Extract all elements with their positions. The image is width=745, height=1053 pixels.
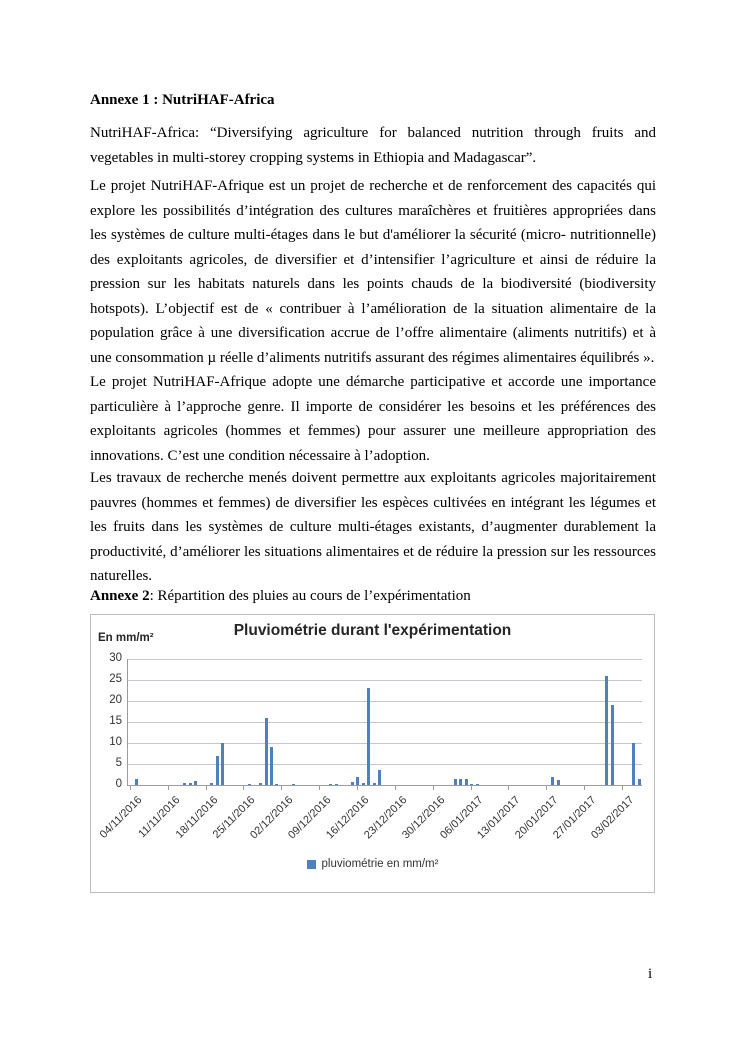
page-number: i xyxy=(648,966,653,982)
annexe2-heading-bold: Annexe 2 xyxy=(90,588,150,604)
annexe2-heading: Annexe 2: Répartition des pluies au cour… xyxy=(90,584,656,609)
annexe1-heading: Annexe 1 : NutriHAF-Africa xyxy=(90,92,275,108)
x-tick-label-04/11/2016: 04/11/2016 xyxy=(97,794,145,841)
rain-bar-16/11/2016 xyxy=(194,780,198,785)
chart-y-axis-unit-label: En mm/m² xyxy=(98,632,154,644)
rainfall-chart: Pluviométrie durant l'expérimentation En… xyxy=(90,614,655,893)
rain-bar-20/12/2016 xyxy=(378,770,382,785)
rain-bar-11/12/2016 xyxy=(329,783,333,785)
rain-bar-19/11/2016 xyxy=(210,782,214,785)
rain-bar-04/01/2017 xyxy=(459,778,463,785)
x-tick-mark-06/01/2017 xyxy=(470,786,472,790)
rain-bar-21/11/2016 xyxy=(221,743,225,785)
rain-bar-31/01/2017 xyxy=(605,675,609,785)
chart-plot-area xyxy=(127,659,642,786)
rain-bar-15/11/2016 xyxy=(188,782,192,785)
rain-bar-19/12/2016 xyxy=(372,782,376,785)
rain-bar-17/12/2016 xyxy=(361,782,365,785)
gridline-y-15 xyxy=(128,722,642,723)
paragraph-research-goals: Les travaux de recherche menés doivent p… xyxy=(90,470,656,584)
rain-bar-20/11/2016 xyxy=(215,755,219,785)
rain-bar-06/01/2017 xyxy=(470,783,474,785)
y-tick-label-15: 15 xyxy=(109,715,122,727)
x-tick-mark-20/01/2017 xyxy=(546,786,548,790)
legend-label: pluviométrie en mm/m² xyxy=(321,858,439,870)
rain-bar-18/12/2016 xyxy=(367,688,371,785)
paragraph-participative-approach: Le projet NutriHAF-Afrique adopte une dé… xyxy=(90,374,656,464)
y-tick-label-5: 5 xyxy=(115,757,122,769)
x-tick-mark-11/11/2016 xyxy=(167,786,169,790)
gridline-y-25 xyxy=(128,680,642,681)
rain-bar-04/12/2016 xyxy=(291,784,295,785)
rain-bar-30/11/2016 xyxy=(269,747,273,785)
x-tick-mark-27/01/2017 xyxy=(584,786,586,790)
chart-title: Pluviométrie durant l'expérimentation xyxy=(233,622,512,639)
x-tick-mark-25/11/2016 xyxy=(243,786,245,790)
x-tick-mark-13/01/2017 xyxy=(508,786,510,790)
gridline-y-20 xyxy=(128,701,642,702)
x-tick-mark-16/12/2016 xyxy=(356,786,358,790)
gridline-y-5 xyxy=(128,764,642,765)
rain-bar-07/01/2017 xyxy=(475,784,479,785)
gridline-y-10 xyxy=(128,743,642,744)
rain-bar-28/11/2016 xyxy=(259,782,263,785)
rain-bar-26/11/2016 xyxy=(248,783,252,785)
paragraph-nutrihaf-english: NutriHAF-Africa: “Diversifying agricultu… xyxy=(90,125,656,166)
x-tick-mark-30/12/2016 xyxy=(432,786,434,790)
rain-bar-05/02/2017 xyxy=(632,743,636,785)
x-tick-mark-03/02/2017 xyxy=(622,786,624,790)
legend-swatch-icon xyxy=(306,859,316,869)
y-tick-label-30: 30 xyxy=(109,652,122,664)
x-tick-mark-23/12/2016 xyxy=(394,786,396,790)
x-tick-mark-09/12/2016 xyxy=(319,786,321,790)
x-tick-mark-18/11/2016 xyxy=(205,786,207,790)
rain-bar-05/11/2016 xyxy=(134,778,138,785)
rain-bar-01/02/2017 xyxy=(610,705,614,785)
y-tick-label-10: 10 xyxy=(109,736,122,748)
rain-bar-16/12/2016 xyxy=(356,776,360,785)
rain-bar-29/11/2016 xyxy=(264,717,268,785)
x-tick-mark-04/11/2016 xyxy=(129,786,131,790)
paragraph-project-description: Le projet NutriHAF-Afrique est un projet… xyxy=(90,178,656,366)
rain-bar-03/01/2017 xyxy=(453,778,457,785)
annexe2-heading-rest: : Répartition des pluies au cours de l’e… xyxy=(149,588,471,604)
rain-bar-01/12/2016 xyxy=(275,783,279,785)
y-tick-label-25: 25 xyxy=(109,673,122,685)
chart-legend: pluviométrie en mm/m² xyxy=(91,858,654,870)
rain-bar-22/01/2017 xyxy=(556,780,560,785)
x-tick-mark-02/12/2016 xyxy=(281,786,283,790)
rain-bar-14/11/2016 xyxy=(183,782,187,785)
y-tick-label-0: 0 xyxy=(115,778,122,790)
y-tick-label-20: 20 xyxy=(109,694,122,706)
rain-bar-05/01/2017 xyxy=(464,778,468,785)
gridline-y-30 xyxy=(128,659,642,660)
rain-bar-06/02/2017 xyxy=(637,778,641,785)
rain-bar-12/12/2016 xyxy=(334,783,338,785)
rain-bar-15/12/2016 xyxy=(351,782,354,785)
rain-bar-21/01/2017 xyxy=(551,776,555,785)
